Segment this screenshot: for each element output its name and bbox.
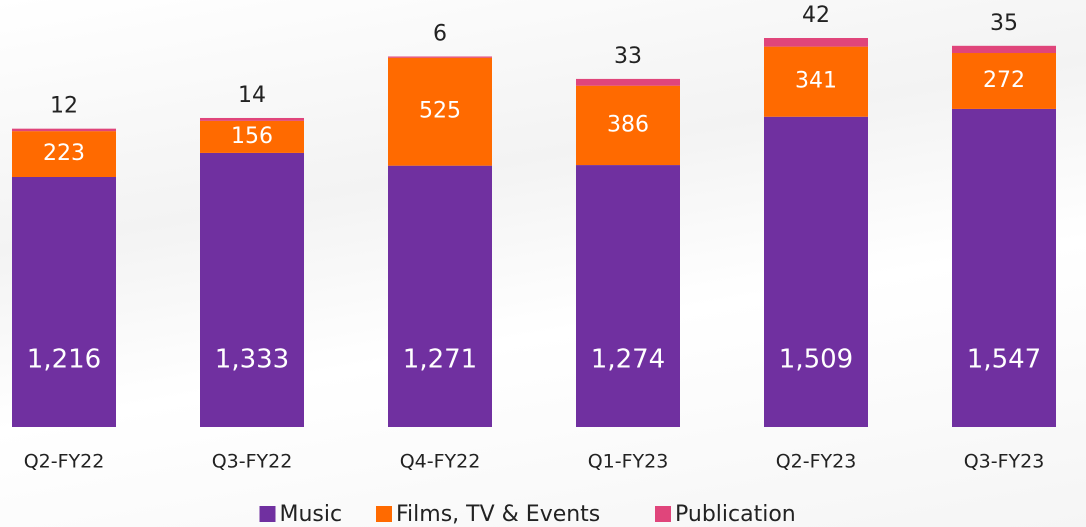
- bar-segment: [952, 45, 1056, 54]
- bar-segment: [764, 116, 868, 427]
- value-label: 1,271: [403, 345, 477, 375]
- value-label: 1,274: [591, 345, 665, 375]
- legend-swatch: [655, 506, 671, 522]
- value-label: 35: [990, 11, 1018, 36]
- value-label: 341: [795, 69, 837, 94]
- bar-segment: [200, 117, 304, 121]
- bar-segment: [388, 56, 492, 58]
- value-label: 1,216: [27, 345, 101, 375]
- bar-segment: [388, 165, 492, 427]
- value-label: 223: [43, 141, 85, 166]
- x-tick-label: Q4-FY22: [400, 451, 481, 473]
- bar-segment: [952, 53, 1056, 109]
- x-tick-label: Q2-FY23: [776, 451, 857, 473]
- value-label: 42: [802, 3, 830, 28]
- bar-segment: [388, 57, 492, 166]
- value-label: 1,547: [967, 345, 1041, 375]
- value-label: 33: [614, 44, 642, 69]
- x-tick-label: Q3-FY23: [964, 451, 1045, 473]
- value-label: 386: [607, 112, 649, 137]
- bar-segment: [764, 38, 868, 47]
- x-tick-label: Q2-FY22: [24, 451, 105, 473]
- bar-segment: [576, 85, 680, 166]
- bar-segment: [764, 46, 868, 117]
- bar-segment: [200, 152, 304, 427]
- legend-label: Films, TV & Events: [396, 502, 600, 527]
- legend-label: Music: [280, 502, 343, 527]
- value-label: 14: [238, 83, 266, 108]
- x-tick-label: Q1-FY23: [588, 451, 669, 473]
- value-label: 1,509: [779, 345, 853, 375]
- value-label: 1,333: [215, 345, 289, 375]
- value-label: 525: [419, 99, 461, 124]
- legend-swatch: [259, 506, 276, 522]
- bar-segment: [200, 120, 304, 153]
- bar-segment: [952, 108, 1056, 428]
- x-tick-label: Q3-FY22: [212, 451, 293, 473]
- bar-segment: [576, 165, 680, 427]
- value-label: 12: [50, 94, 78, 119]
- value-label: 6: [433, 22, 447, 47]
- bar-segment: [12, 128, 116, 132]
- legend-swatch: [376, 506, 392, 522]
- bar-segment: [12, 131, 116, 177]
- value-label: 156: [231, 124, 273, 149]
- value-label: 272: [983, 68, 1025, 93]
- bar-segment: [576, 78, 680, 86]
- legend-label: Publication: [675, 502, 796, 527]
- bar-segment: [12, 176, 116, 427]
